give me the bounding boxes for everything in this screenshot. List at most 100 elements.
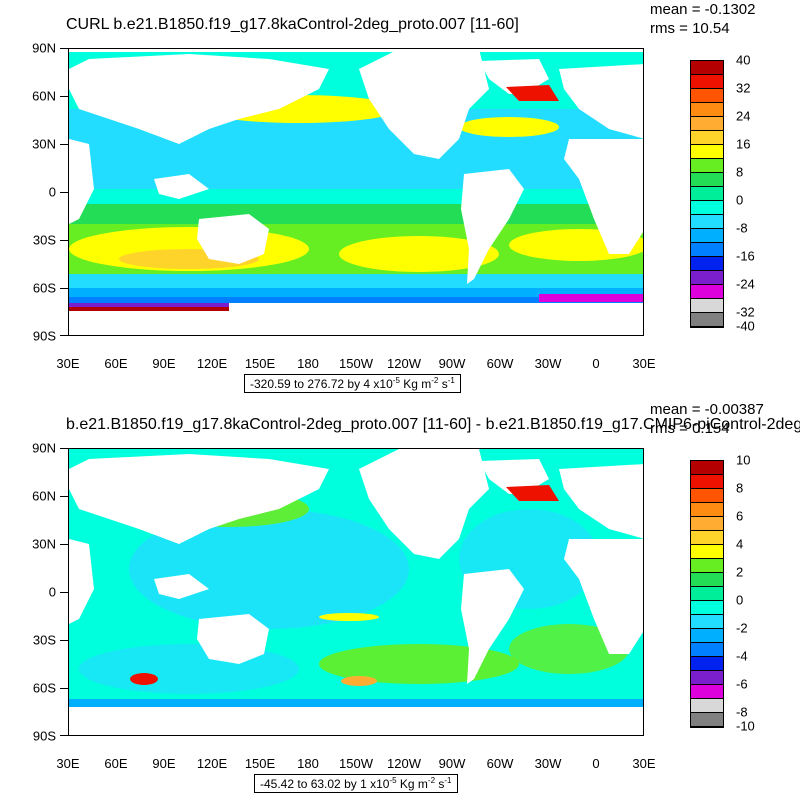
x-tick-label: 30E <box>632 756 656 771</box>
colorbar-label: -16 <box>736 248 755 264</box>
y-tick-label: 30N <box>32 136 56 152</box>
x-tick-label: 30E <box>56 756 80 771</box>
y-tick-mark <box>60 448 68 449</box>
colorbar-swatch <box>691 313 723 327</box>
range-unit-exponent: -2 <box>431 376 439 385</box>
y-tick-label: 30S <box>32 632 56 648</box>
colorbar-swatch <box>691 271 723 285</box>
colorbar <box>690 460 724 728</box>
y-tick-mark <box>60 640 68 641</box>
range-unit: Kg m <box>399 377 432 391</box>
colorbar-swatch <box>691 671 723 685</box>
colorbar-label: 16 <box>736 136 751 152</box>
colorbar-swatch <box>691 173 723 187</box>
range-suffix-exponent: -1 <box>444 776 452 785</box>
x-tick-label: 120W <box>387 756 421 771</box>
colorbar-swatch <box>691 159 723 173</box>
y-tick-mark <box>60 592 68 593</box>
colorbar-swatch <box>691 299 723 313</box>
colorbar-swatch <box>691 61 723 75</box>
x-tick-label: 150E <box>244 756 276 771</box>
colorbar-swatch <box>691 699 723 713</box>
colorbar-swatch <box>691 215 723 229</box>
range-prefix: -45.42 to 63.02 by 1 x10 <box>260 777 390 791</box>
x-tick-label: 180 <box>297 356 319 371</box>
colorbar-label: -40 <box>736 318 755 334</box>
colorbar-label: 2 <box>736 564 744 580</box>
colorbar-swatch <box>691 117 723 131</box>
range-suffix-exponent: -1 <box>447 376 455 385</box>
map-panel-difference: b.e21.B1850.f19_g17.8kaControl-2deg_prot… <box>0 400 800 800</box>
x-tick-label: 30W <box>534 356 562 371</box>
colorbar-swatch <box>691 187 723 201</box>
colorbar-swatch <box>691 201 723 215</box>
panel-title: CURL b.e21.B1850.f19_g17.8kaControl-2deg… <box>66 16 519 33</box>
map-plot <box>68 48 644 336</box>
colorbar-swatch <box>691 145 723 159</box>
range-suffix: s <box>435 777 445 791</box>
colorbar-label: 24 <box>736 108 751 124</box>
colorbar-swatch <box>691 89 723 103</box>
colorbar-swatch <box>691 517 723 531</box>
x-tick-label: 180 <box>297 756 319 771</box>
x-tick-label: 150W <box>339 356 373 371</box>
colorbar-swatch <box>691 601 723 615</box>
y-tick-mark <box>60 544 68 545</box>
colorbar-label: 0 <box>736 592 744 608</box>
map-plot <box>68 448 644 736</box>
x-tick-label: 60E <box>104 356 128 371</box>
range-suffix: s <box>438 377 448 391</box>
colorbar-swatch <box>691 75 723 89</box>
colorbar-swatch <box>691 713 723 727</box>
y-tick-label: 90S <box>32 328 56 344</box>
colorbar-swatch <box>691 545 723 559</box>
y-tick-mark <box>60 192 68 193</box>
y-tick-mark <box>60 96 68 97</box>
colorbar-swatch <box>691 629 723 643</box>
colorbar-swatch <box>691 587 723 601</box>
colorbar-label: 8 <box>736 480 744 496</box>
y-tick-label: 60N <box>32 88 56 104</box>
x-tick-label: 60W <box>486 356 514 371</box>
y-tick-mark <box>60 48 68 49</box>
y-tick-label: 90N <box>32 40 56 56</box>
colorbar-swatch <box>691 461 723 475</box>
contour-range-label: -320.59 to 276.72 by 4 x10-5 Kg m-2 s-1 <box>244 374 461 393</box>
range-unit: Kg m <box>396 777 428 791</box>
y-tick-mark <box>60 288 68 289</box>
colorbar-swatch <box>691 475 723 489</box>
colorbar-swatch <box>691 559 723 573</box>
mean-stat: mean = -0.1302 <box>650 1 756 18</box>
x-tick-label: 60W <box>486 756 514 771</box>
contour-range-label: -45.42 to 63.02 by 1 x10-5 Kg m-2 s-1 <box>254 774 458 793</box>
y-tick-mark <box>60 335 68 336</box>
x-tick-label: 120W <box>387 356 421 371</box>
colorbar-label: -10 <box>736 718 755 734</box>
y-tick-label: 30S <box>32 232 56 248</box>
colorbar-swatch <box>691 643 723 657</box>
colorbar-swatch <box>691 243 723 257</box>
y-tick-label: 90N <box>32 440 56 456</box>
x-tick-label: 90E <box>152 356 176 371</box>
x-tick-label: 90E <box>152 756 176 771</box>
x-tick-label: 120E <box>196 756 228 771</box>
map-panel-curl: CURL b.e21.B1850.f19_g17.8kaControl-2deg… <box>32 1 756 393</box>
y-tick-mark <box>60 496 68 497</box>
x-tick-label: 0 <box>592 756 600 771</box>
y-tick-mark <box>60 240 68 241</box>
map-field <box>69 49 643 335</box>
y-tick-label: 0 <box>48 184 56 200</box>
colorbar-swatch <box>691 615 723 629</box>
x-tick-label: 120E <box>196 356 228 371</box>
range-exponent: -5 <box>392 376 400 385</box>
colorbar-label: -2 <box>736 620 748 636</box>
colorbar-label: -8 <box>736 704 748 720</box>
colorbar-swatch <box>691 103 723 117</box>
y-tick-label: 0 <box>48 584 56 600</box>
x-tick-label: 150W <box>339 756 373 771</box>
colorbar-label: 10 <box>736 452 751 468</box>
x-tick-label: 90W <box>438 756 466 771</box>
colorbar-label: 4 <box>736 536 744 552</box>
colorbar-swatch <box>691 489 723 503</box>
colorbar-swatch <box>691 285 723 299</box>
